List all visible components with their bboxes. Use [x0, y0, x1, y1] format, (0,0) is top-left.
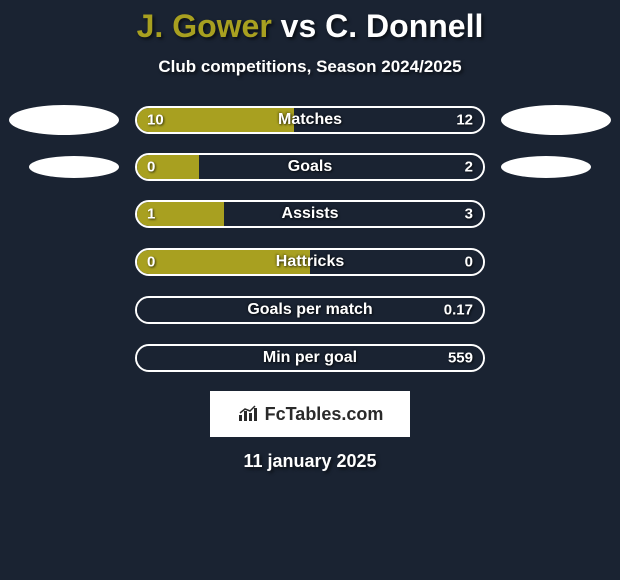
stat-value-right: 2 [465, 159, 473, 176]
stat-label: Goals per match [247, 301, 372, 319]
bar-fill-right [224, 202, 484, 226]
stat-bar: 0 2 Goals [135, 153, 485, 181]
stat-bar: 559 Min per goal [135, 344, 485, 372]
stat-row: 559 Min per goal [0, 343, 620, 373]
stat-bar: 1 3 Assists [135, 200, 485, 228]
team-right-oval [501, 156, 591, 178]
title-vs: vs [281, 8, 317, 44]
stat-value-left: 0 [147, 159, 155, 176]
stat-value-right: 0 [465, 254, 473, 271]
stat-label: Assists [282, 205, 339, 223]
stat-value-right: 559 [448, 350, 473, 367]
stat-row: 0 2 Goals [0, 153, 620, 181]
player-left-name: J. Gower [137, 8, 272, 44]
stat-value-right: 3 [465, 206, 473, 223]
stat-row: 1 3 Assists [0, 199, 620, 229]
stat-value-left: 10 [147, 112, 164, 129]
comparison-container: J. Gower vs C. Donnell Club competitions… [0, 0, 620, 472]
branding-text: FcTables.com [265, 404, 384, 425]
team-left-oval [9, 105, 119, 135]
stat-value-right: 0.17 [444, 302, 473, 319]
date: 11 january 2025 [0, 451, 620, 472]
stat-bar: 0 0 Hattricks [135, 248, 485, 276]
branding-box: FcTables.com [210, 391, 410, 437]
stat-value-left: 1 [147, 206, 155, 223]
stat-row: 0.17 Goals per match [0, 295, 620, 325]
stat-bar: 0.17 Goals per match [135, 296, 485, 324]
page-title: J. Gower vs C. Donnell [0, 8, 620, 45]
stat-label: Goals [288, 158, 332, 176]
stat-value-left: 0 [147, 254, 155, 271]
stat-row: 10 12 Matches [0, 105, 620, 135]
stat-row: 0 0 Hattricks [0, 247, 620, 277]
team-right-oval [501, 105, 611, 135]
player-right-name: C. Donnell [325, 8, 483, 44]
subtitle: Club competitions, Season 2024/2025 [0, 57, 620, 77]
stat-label: Min per goal [263, 349, 357, 367]
team-left-oval [29, 156, 119, 178]
chart-icon [237, 405, 259, 423]
bar-fill-right [199, 155, 483, 179]
stat-label: Matches [278, 111, 342, 129]
stats-list: 10 12 Matches 0 2 Goals 1 3 Assists 0 0 Hattricks 0.… [0, 105, 620, 373]
stat-bar: 10 12 Matches [135, 106, 485, 134]
stat-value-right: 12 [456, 112, 473, 129]
stat-label: Hattricks [276, 253, 344, 271]
